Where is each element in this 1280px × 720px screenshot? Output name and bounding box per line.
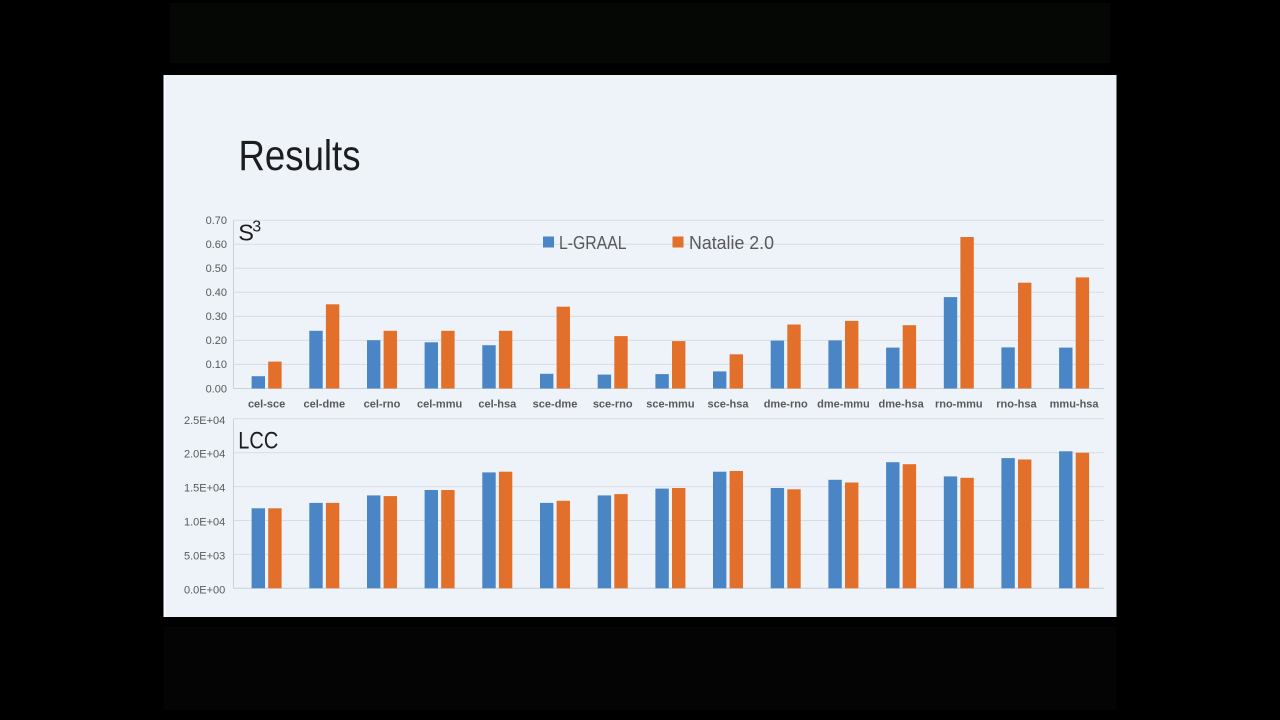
svg-text:0.60: 0.60 (206, 239, 227, 251)
svg-text:2.5E+04: 2.5E+04 (184, 415, 225, 427)
svg-text:0.40: 0.40 (206, 287, 227, 299)
svg-text:2.0E+04: 2.0E+04 (184, 449, 225, 461)
svg-text:sce-rno: sce-rno (593, 399, 633, 411)
svg-text:0.30: 0.30 (206, 311, 227, 323)
svg-text:dme-mmu: dme-mmu (817, 399, 870, 411)
svg-text:1.0E+04: 1.0E+04 (184, 517, 225, 529)
svg-text:dme-hsa: dme-hsa (878, 399, 924, 411)
svg-text:0.00: 0.00 (206, 383, 227, 395)
svg-text:0.0E+00: 0.0E+00 (184, 584, 225, 596)
svg-text:LCC: LCC (238, 427, 278, 454)
svg-text:Natalie 2.0: Natalie 2.0 (689, 232, 774, 253)
svg-text:cel-rno: cel-rno (364, 399, 401, 411)
svg-text:mmu-hsa: mmu-hsa (1050, 399, 1100, 411)
svg-text:0.20: 0.20 (206, 335, 227, 347)
svg-text:sce-hsa: sce-hsa (708, 399, 750, 411)
svg-text:3: 3 (252, 219, 261, 236)
svg-text:0.10: 0.10 (206, 359, 227, 371)
svg-text:S: S (238, 220, 254, 246)
svg-text:sce-dme: sce-dme (533, 399, 578, 411)
svg-text:cel-mmu: cel-mmu (417, 399, 462, 411)
svg-text:rno-mmu: rno-mmu (935, 399, 983, 411)
svg-text:Results: Results (239, 133, 361, 180)
svg-text:0.50: 0.50 (206, 263, 227, 275)
svg-text:rno-hsa: rno-hsa (996, 399, 1037, 411)
svg-text:5.0E+03: 5.0E+03 (184, 550, 225, 562)
svg-text:cel-dme: cel-dme (304, 399, 346, 411)
svg-text:cel-hsa: cel-hsa (478, 399, 517, 411)
svg-text:L-GRAAL: L-GRAAL (559, 232, 627, 253)
svg-text:sce-mmu: sce-mmu (646, 399, 694, 411)
svg-text:0.70: 0.70 (206, 215, 227, 227)
svg-text:1.5E+04: 1.5E+04 (184, 483, 225, 495)
svg-text:dme-rno: dme-rno (764, 399, 808, 411)
svg-text:cel-sce: cel-sce (248, 399, 285, 411)
